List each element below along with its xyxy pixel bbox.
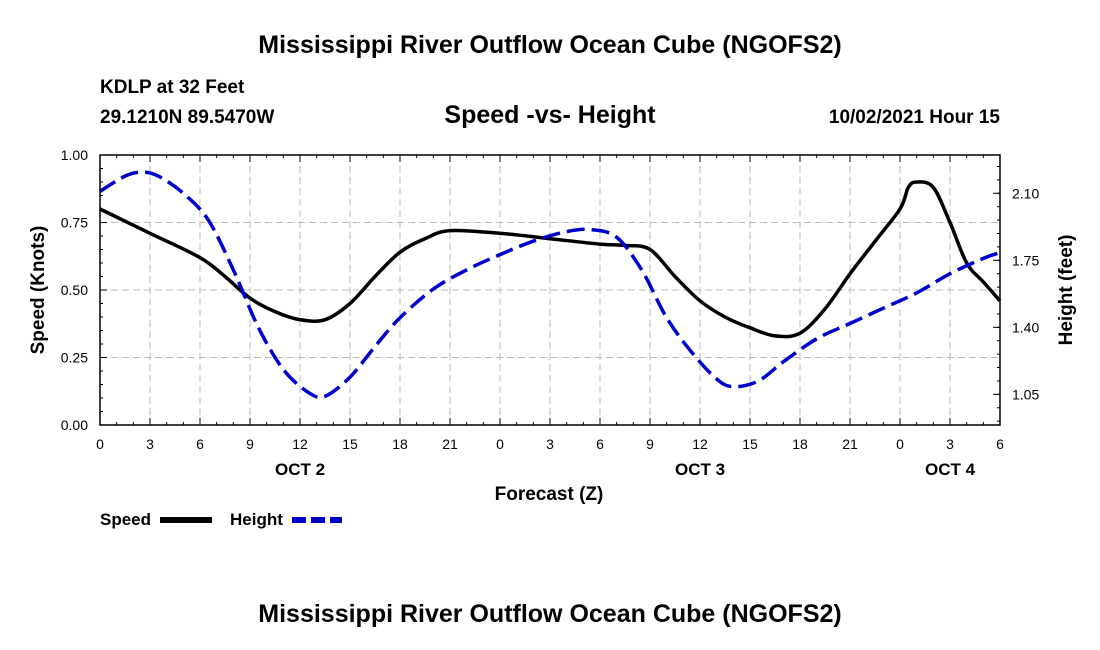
x-tick-label: 15: [342, 436, 358, 452]
legend-height-label: Height: [230, 510, 283, 529]
series-lines: [99, 170, 1002, 400]
y-tick-label: 0.75: [61, 215, 88, 231]
y2-tick-label: 1.05: [1012, 386, 1039, 402]
footer-title: Mississippi River Outflow Ocean Cube (NG…: [258, 600, 842, 628]
x-tick-label: 3: [146, 436, 154, 452]
x-axis-label: Forecast (Z): [495, 484, 604, 505]
date-label: OCT 2: [275, 460, 325, 479]
y-tick-label: 1.00: [61, 147, 88, 163]
grid-lines: [100, 155, 1000, 425]
chart-title: Mississippi River Outflow Ocean Cube (NG…: [258, 31, 842, 59]
station-label: KDLP at 32 Feet: [100, 77, 245, 98]
x-tick-label: 0: [96, 436, 104, 452]
y-tick-label: 0.50: [61, 282, 88, 298]
x-tick-label: 12: [692, 436, 708, 452]
y2-tick-label: 1.75: [1012, 252, 1039, 268]
y-axis-label: Speed (Knots): [28, 226, 49, 355]
x-tick-label: 6: [196, 436, 204, 452]
coordinates-label: 29.1210N 89.5470W: [100, 107, 275, 128]
y2-axis-label: Height (feet): [1056, 235, 1077, 346]
x-tick-label: 21: [842, 436, 858, 452]
date-label: OCT 4: [925, 460, 976, 479]
series-line-height: [99, 170, 1001, 400]
datetime-label: 10/02/2021 Hour 15: [828, 107, 1000, 128]
y2-tick-label: 2.10: [1012, 185, 1039, 201]
x-tick-label: 0: [896, 436, 904, 452]
x-tick-label: 21: [442, 436, 458, 452]
y-tick-label: 0.25: [61, 350, 88, 366]
x-tick-label: 15: [742, 436, 758, 452]
x-tick-label: 0: [496, 436, 504, 452]
x-tick-label: 18: [392, 436, 408, 452]
y-tick-label: 0.00: [61, 417, 88, 433]
x-tick-label: 9: [646, 436, 654, 452]
x-tick-label: 12: [292, 436, 308, 452]
series-line-speed: [99, 180, 1002, 339]
x-tick-label: 9: [246, 436, 254, 452]
y2-tick-label: 1.40: [1012, 319, 1039, 335]
chart-subtitle: Speed -vs- Height: [444, 101, 656, 129]
x-tick-label: 3: [546, 436, 554, 452]
x-tick-label: 6: [996, 436, 1004, 452]
date-label: OCT 3: [675, 460, 725, 479]
x-tick-label: 6: [596, 436, 604, 452]
legend: Speed Height: [100, 510, 342, 529]
x-tick-label: 18: [792, 436, 808, 452]
legend-speed-label: Speed: [100, 510, 151, 529]
axes: 0 3 6 9 12 15 18 21 0 3 6 9 12 15 18 21 0 3 6 OCT 2 OCT 3 OCT…: [61, 147, 1040, 479]
x-tick-label: 3: [946, 436, 954, 452]
